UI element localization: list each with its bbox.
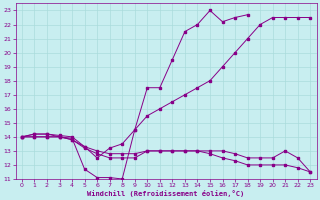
X-axis label: Windchill (Refroidissement éolien,°C): Windchill (Refroidissement éolien,°C) — [87, 190, 245, 197]
